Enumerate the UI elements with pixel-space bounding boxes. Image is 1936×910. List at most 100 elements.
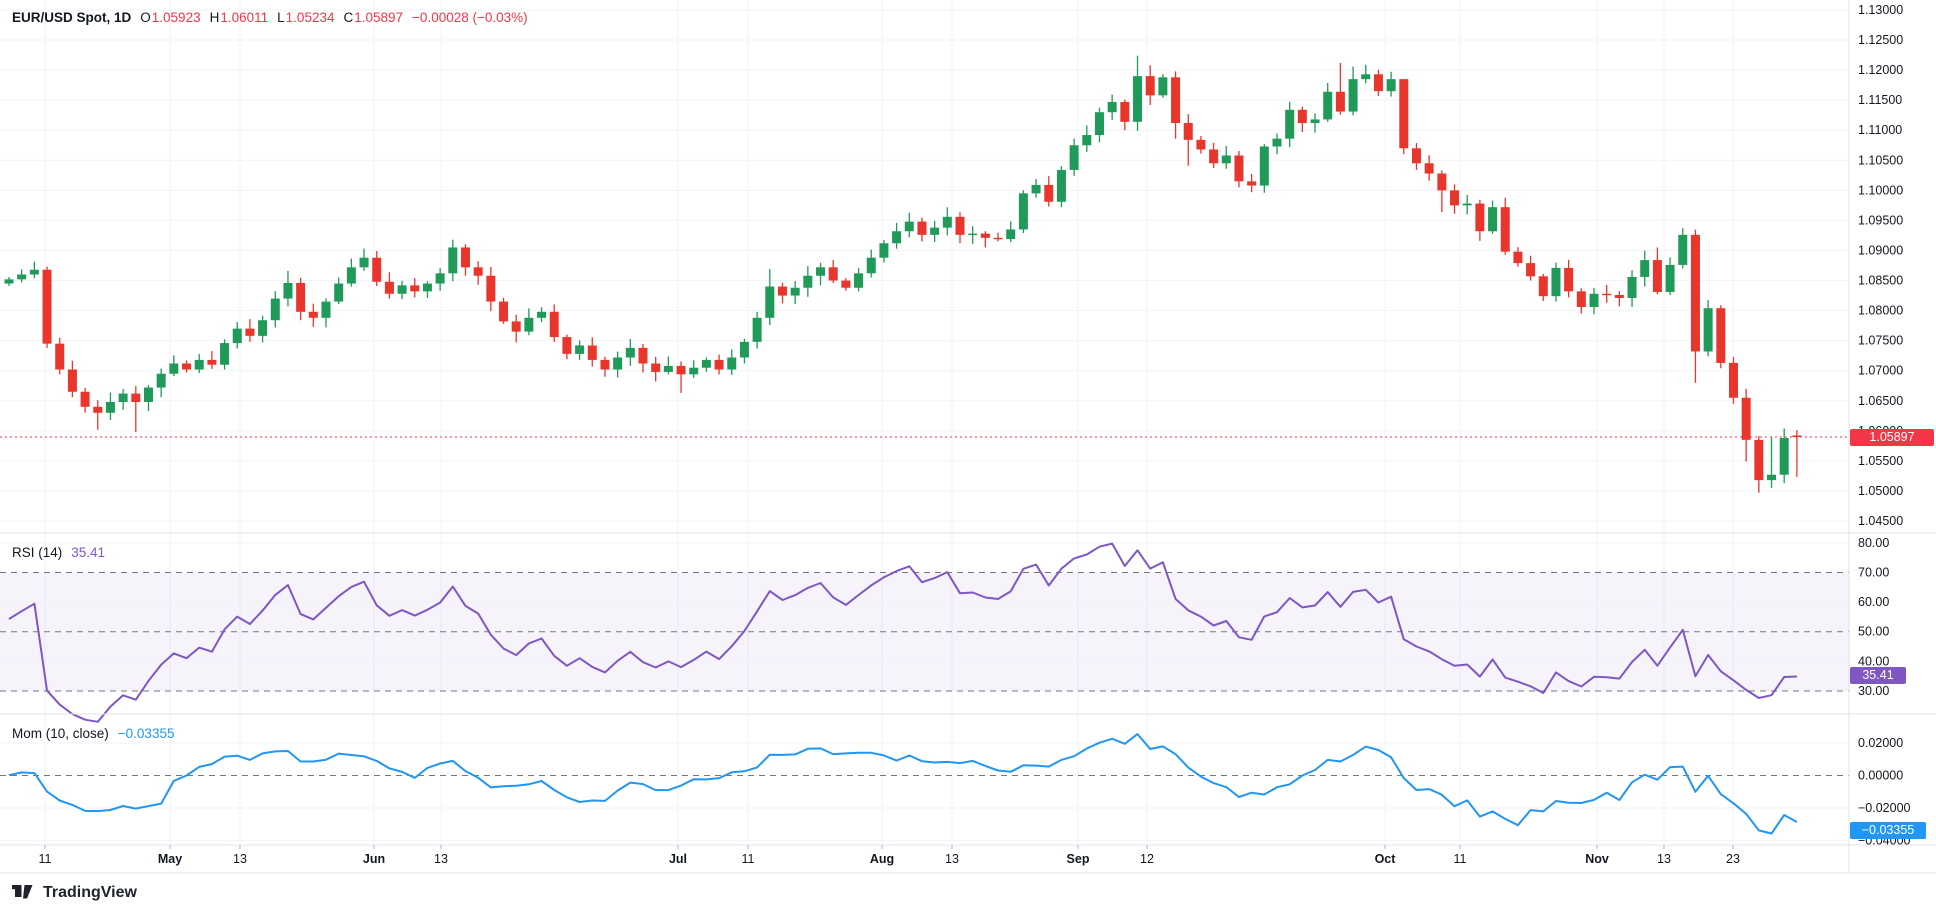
candle — [384, 281, 394, 294]
rsi-band — [0, 542, 1849, 692]
low-value: L 1.05234 — [277, 10, 335, 25]
price-axis-label: 1.13000 — [1858, 3, 1903, 17]
price-axis-label: 1.11000 — [1858, 123, 1902, 137]
time-axis-label: May — [158, 852, 182, 866]
candle — [980, 233, 990, 238]
candle — [169, 363, 179, 374]
candle — [308, 311, 318, 318]
candle — [1183, 123, 1193, 140]
time-axis-label: 11 — [39, 852, 52, 866]
mom-axis-label: 0.02000 — [1858, 736, 1903, 750]
candle — [1767, 474, 1777, 481]
candle — [486, 275, 496, 302]
candle — [1424, 163, 1434, 174]
candle — [638, 347, 648, 364]
candle — [1538, 276, 1548, 297]
candle — [131, 393, 141, 402]
rsi-legend: RSI (14) 35.41 — [12, 545, 105, 560]
rsi-axis[interactable]: 80.00 70.00 60.00 50.00 40.00 30.00 — [1858, 536, 1889, 698]
time-axis-label: Nov — [1585, 852, 1609, 866]
candle — [422, 283, 432, 292]
candle — [1779, 438, 1789, 475]
candle — [537, 311, 547, 318]
candle — [828, 267, 838, 281]
candle — [359, 257, 369, 268]
candles — [4, 55, 1802, 493]
candle — [397, 285, 407, 294]
candle — [1640, 260, 1650, 277]
candle — [904, 221, 914, 232]
time-axis-label: 13 — [434, 852, 448, 866]
candle — [1411, 148, 1421, 164]
candle — [1450, 190, 1460, 206]
candle — [613, 357, 623, 370]
candle — [1551, 267, 1561, 297]
candle — [232, 328, 242, 344]
time-axis[interactable]: 11 May 13 Jun 13 Jul 11 Aug 13 Sep 12 Oct 11 Nov 13 23 — [39, 845, 1740, 866]
candle — [1462, 203, 1472, 206]
candle — [663, 365, 673, 372]
time-axis-label: 12 — [1140, 852, 1154, 866]
candle — [752, 317, 762, 342]
candle — [1386, 79, 1396, 92]
price-axis-label: 1.08000 — [1858, 304, 1903, 318]
close-value: C 1.05897 — [343, 10, 404, 25]
candle — [879, 243, 889, 258]
price-axis-label: 1.10500 — [1858, 153, 1903, 167]
price-axis-label: 1.12500 — [1858, 33, 1903, 47]
candle — [1018, 193, 1028, 230]
mom-title[interactable]: Mom (10, close) — [12, 726, 109, 741]
candle — [1285, 109, 1295, 139]
symbol-title[interactable]: EUR/USD Spot, 1D — [12, 10, 132, 25]
candle — [1120, 101, 1130, 122]
candle — [1703, 308, 1713, 352]
candle — [1323, 91, 1333, 120]
tradingview-logo[interactable]: TradingView — [12, 884, 137, 902]
candle — [1272, 138, 1282, 147]
candle — [1006, 229, 1016, 240]
candle — [80, 391, 90, 407]
candle — [1031, 184, 1041, 194]
rsi-axis-label: 50.00 — [1858, 625, 1889, 639]
candle — [714, 359, 724, 370]
candle — [143, 387, 153, 402]
rsi-axis-label: 40.00 — [1858, 654, 1889, 668]
open-value: O 1.05923 — [140, 10, 201, 25]
candle — [156, 373, 166, 388]
mom-levels — [0, 742, 1849, 841]
candle — [739, 341, 749, 358]
candle — [587, 345, 597, 360]
candle — [473, 267, 483, 276]
candle — [1133, 76, 1143, 122]
candle — [1158, 77, 1168, 96]
candle — [689, 367, 699, 375]
price-axis-label: 1.09000 — [1858, 243, 1903, 257]
candle — [29, 269, 39, 275]
candle — [777, 286, 787, 296]
mom-plot — [8, 733, 1798, 835]
candle — [917, 221, 927, 235]
candle — [1716, 308, 1726, 363]
candle — [1792, 435, 1802, 438]
rsi-title[interactable]: RSI (14) — [12, 545, 63, 560]
price-axis-label: 1.12000 — [1858, 63, 1903, 77]
time-axis-label: 11 — [1454, 852, 1467, 866]
candle — [524, 317, 534, 332]
time-axis-label: 11 — [742, 852, 755, 866]
price-axis-label: 1.05000 — [1858, 484, 1903, 498]
price-axis[interactable]: 1.13000 1.12500 1.12000 1.11500 1.11000 1.105… — [1858, 3, 1903, 528]
candle — [1209, 149, 1219, 164]
rsi-plot — [8, 542, 1797, 723]
price-axis-label: 1.11500 — [1858, 93, 1902, 107]
candle — [1145, 76, 1155, 96]
candle — [1259, 146, 1269, 186]
candle — [1335, 91, 1345, 112]
candle — [790, 287, 800, 296]
time-axis-label: 13 — [1657, 852, 1671, 866]
candle — [1728, 362, 1738, 398]
candle — [854, 273, 864, 288]
last-price-badge: 1.05897 — [1850, 429, 1934, 446]
candle — [42, 269, 52, 344]
candle — [1107, 101, 1117, 113]
